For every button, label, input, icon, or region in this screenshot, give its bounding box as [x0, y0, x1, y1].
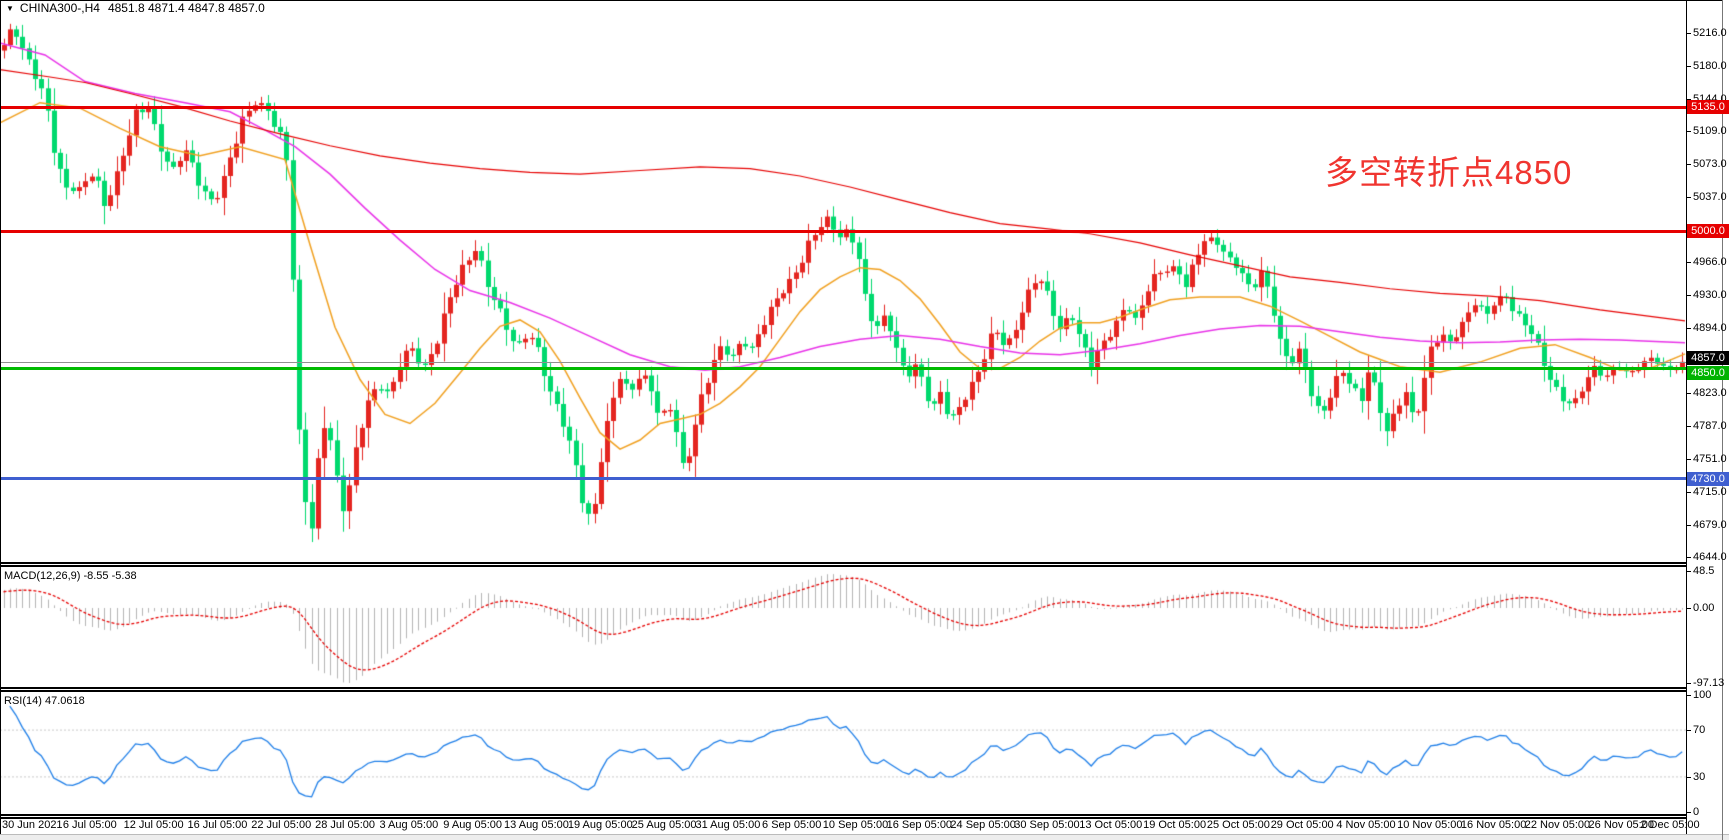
panel-separator-main-macd[interactable]	[0, 562, 1686, 567]
time-tick-label: 10 Sep 05:00	[822, 819, 889, 831]
price-marker-5000.0: 5000.0	[1687, 224, 1729, 238]
price-tick	[1686, 131, 1691, 133]
price-marker-4857.0: 4857.0	[1687, 351, 1729, 365]
time-tick-label: 29 Oct 05:00	[1270, 819, 1334, 831]
price-tick	[1686, 99, 1691, 100]
time-tick-label: 25 Aug 05:00	[631, 819, 697, 831]
time-tick-label: 10 Nov 05:00	[1397, 819, 1463, 831]
time-tick-label: 9 Aug 05:00	[443, 819, 503, 831]
hline-4857	[0, 361, 1686, 363]
time-tick-label: 13 Aug 05:00	[504, 819, 569, 831]
price-marker-5135.0: 5135.0	[1687, 100, 1729, 115]
time-tick-label: 22 Nov 05:00	[1524, 819, 1591, 831]
indicator-tick	[1686, 683, 1691, 684]
macd-label: MACD(12,26,9) -8.55 -5.38	[4, 570, 137, 582]
panel-separator-rsi-bottom	[0, 814, 1686, 819]
indicator-tick	[1686, 571, 1691, 572]
price-tick	[1686, 393, 1691, 395]
main-chart-canvas[interactable]	[0, 0, 1686, 562]
macd-canvas[interactable]	[0, 568, 1686, 686]
price-tick	[1686, 66, 1691, 67]
time-tick-label: 30 Sep 05:00	[1014, 819, 1080, 831]
price-tick-label: 4679.0	[1693, 519, 1727, 532]
time-tick-label: 19 Oct 05:00	[1143, 819, 1207, 831]
price-tick	[1686, 164, 1691, 166]
price-tick	[1686, 426, 1691, 428]
indicator-tick	[1686, 608, 1691, 609]
price-tick-label: 4751.0	[1693, 453, 1727, 466]
panel-separator-macd-rsi[interactable]	[0, 687, 1686, 692]
indicator-tick-label: 100	[1693, 689, 1712, 701]
price-tick-label: 5180.0	[1693, 60, 1727, 72]
time-tick-label: 26 Nov 05:00	[1588, 819, 1654, 831]
indicator-tick	[1686, 695, 1691, 696]
chart-header: ▼ CHINA300-,H4 4851.8 4871.4 4847.8 4857.0	[6, 1, 265, 15]
price-tick	[1686, 557, 1691, 559]
price-tick	[1686, 197, 1691, 199]
indicator-tick	[1686, 730, 1691, 731]
time-tick-label: 3 Aug 05:00	[379, 819, 439, 831]
time-tick-label: 12 Jul 05:00	[123, 819, 184, 831]
price-tick-label: 4644.0	[1693, 551, 1727, 564]
time-tick-label: 19 Aug 05:00	[567, 819, 633, 831]
time-tick-label: 16 Jul 05:00	[187, 819, 248, 831]
indicator-tick-label: 30	[1693, 771, 1706, 783]
hline-4850[interactable]	[0, 367, 1686, 370]
indicator-tick-label: 0	[1693, 806, 1700, 818]
hline-4730[interactable]	[0, 477, 1686, 480]
window-bottom-strip	[0, 834, 1729, 840]
time-tick-label: 6 Sep 05:00	[762, 819, 822, 831]
price-tick	[1686, 525, 1691, 527]
time-tick-label: 31 Aug 05:00	[695, 819, 761, 831]
time-tick-label: 2 Dec 05:00	[1640, 819, 1700, 831]
indicator-tick-label: 0.00	[1693, 602, 1715, 614]
price-marker-4730.0: 4730.0	[1687, 471, 1729, 486]
price-tick	[1686, 295, 1691, 297]
rsi-canvas[interactable]	[0, 693, 1686, 813]
price-tick-label: 4966.0	[1693, 256, 1727, 269]
symbol-dropdown-icon[interactable]: ▼	[6, 4, 14, 13]
time-tick-label: 24 Sep 05:00	[950, 819, 1016, 831]
price-tick-label: 4823.0	[1693, 387, 1727, 400]
window-right-border	[1722, 0, 1723, 840]
price-tick-label: 4715.0	[1693, 486, 1727, 499]
symbol-period-label: CHINA300-,H4	[19, 1, 100, 15]
price-tick-label: 5109.0	[1693, 125, 1727, 138]
price-tick	[1686, 262, 1691, 264]
indicator-tick	[1686, 812, 1691, 813]
annotation-text[interactable]: 多空转折点4850	[1325, 154, 1573, 191]
price-tick-label: 4930.0	[1693, 289, 1727, 302]
ohlc-values: 4851.8 4871.4 4847.8 4857.0	[107, 1, 265, 15]
price-tick-label: 5073.0	[1693, 158, 1727, 171]
price-tick-label: 4894.0	[1693, 322, 1727, 335]
indicator-tick	[1686, 777, 1691, 778]
price-tick-label: 4787.0	[1693, 420, 1727, 433]
hline-5000[interactable]	[0, 229, 1686, 233]
price-tick	[1686, 328, 1691, 330]
time-tick-label: 4 Nov 05:00	[1336, 819, 1396, 831]
time-tick-label: 28 Jul 05:00	[315, 819, 376, 831]
window-top-border	[0, 0, 1723, 1]
time-tick-label: 25 Oct 05:00	[1206, 819, 1270, 831]
price-tick-label: 5216.0	[1693, 27, 1727, 39]
price-tick-label: 5037.0	[1693, 191, 1727, 204]
price-tick	[1686, 459, 1691, 461]
hline-5135[interactable]	[0, 105, 1686, 109]
time-tick-label: 6 Jul 05:00	[62, 819, 117, 831]
indicator-tick-label: -97.13	[1693, 677, 1725, 689]
window-left-border	[0, 0, 1, 834]
price-axis-border	[1686, 0, 1687, 834]
time-tick-label: 16 Sep 05:00	[886, 819, 953, 831]
time-tick-label: 13 Oct 05:00	[1079, 819, 1143, 831]
price-tick	[1686, 492, 1691, 494]
time-tick-label: 30 Jun 2021	[2, 819, 63, 831]
indicator-tick-label: 70	[1693, 724, 1706, 736]
indicator-tick-label: 48.5	[1693, 565, 1715, 577]
time-tick-label: 16 Nov 05:00	[1460, 819, 1527, 831]
price-tick	[1686, 33, 1691, 34]
rsi-label: RSI(14) 47.0618	[4, 695, 85, 707]
time-tick-label: 22 Jul 05:00	[251, 819, 312, 831]
price-marker-4850.0: 4850.0	[1687, 366, 1729, 380]
